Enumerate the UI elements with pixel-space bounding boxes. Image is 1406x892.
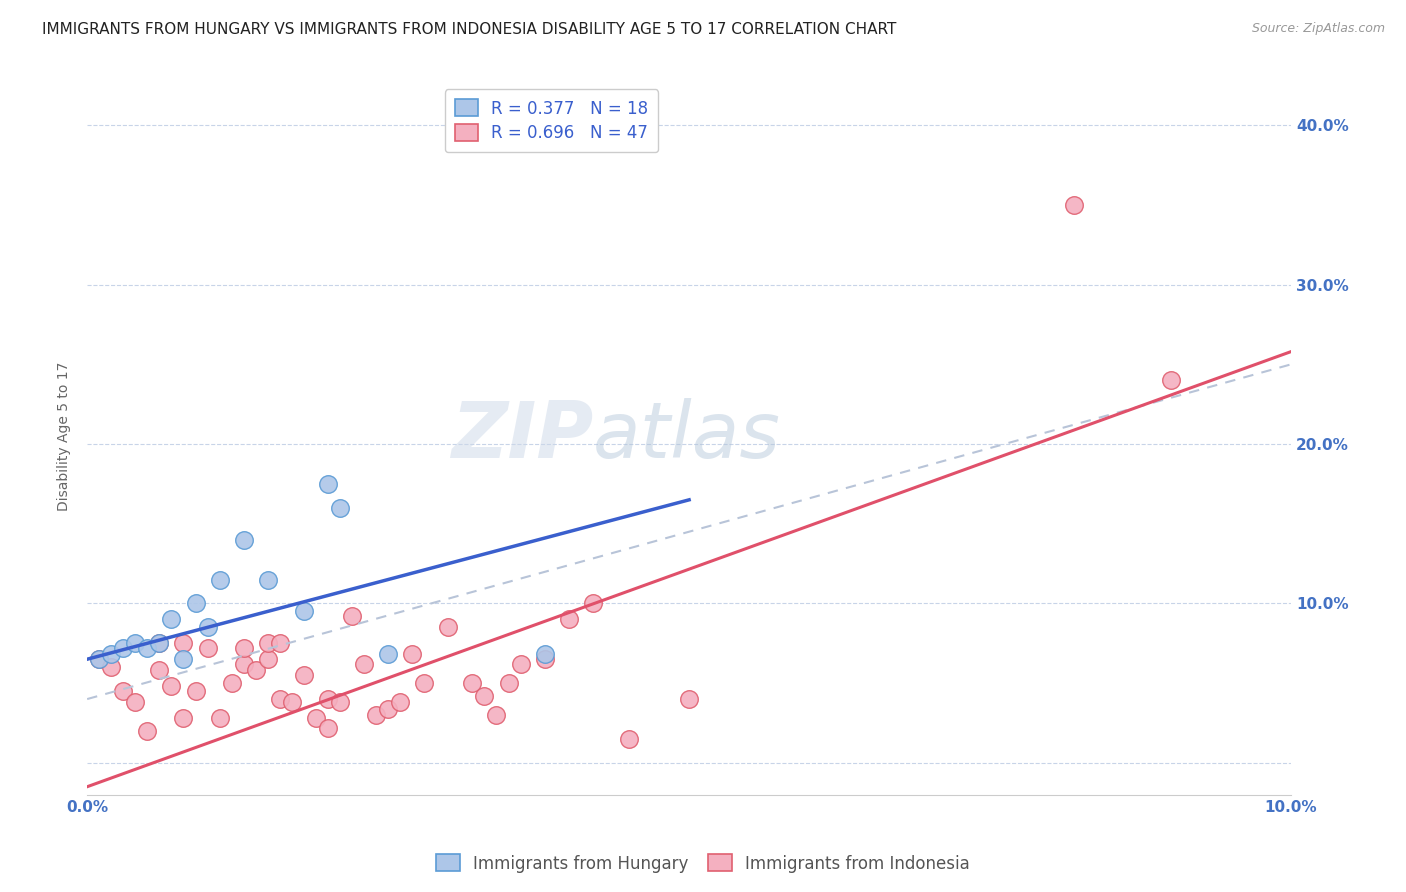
Point <box>329 500 352 515</box>
Point <box>305 711 328 725</box>
Text: IMMIGRANTS FROM HUNGARY VS IMMIGRANTS FROM INDONESIA DISABILITY AGE 5 TO 17 CORR: IMMIGRANTS FROM HUNGARY VS IMMIGRANTS FR… <box>42 22 897 37</box>
Point <box>136 723 159 738</box>
Point <box>678 692 700 706</box>
Legend: R = 0.377   N = 18, R = 0.696   N = 47: R = 0.377 N = 18, R = 0.696 N = 47 <box>444 89 658 153</box>
Point <box>232 641 254 656</box>
Point <box>557 612 579 626</box>
Point <box>172 652 194 666</box>
Point <box>100 660 122 674</box>
Point <box>112 684 135 698</box>
Point <box>160 679 183 693</box>
Point <box>197 620 219 634</box>
Point <box>329 695 352 709</box>
Point <box>1063 198 1085 212</box>
Point <box>316 692 339 706</box>
Text: Source: ZipAtlas.com: Source: ZipAtlas.com <box>1251 22 1385 36</box>
Point <box>100 648 122 662</box>
Point <box>281 695 304 709</box>
Point <box>208 573 231 587</box>
Point <box>89 652 111 666</box>
Point <box>112 641 135 656</box>
Point <box>232 657 254 671</box>
Point <box>148 664 170 678</box>
Point <box>474 689 496 703</box>
Point <box>172 711 194 725</box>
Point <box>184 596 207 610</box>
Point <box>89 652 111 666</box>
Point <box>124 636 146 650</box>
Point <box>461 676 484 690</box>
Point <box>364 708 387 723</box>
Legend: Immigrants from Hungary, Immigrants from Indonesia: Immigrants from Hungary, Immigrants from… <box>430 847 976 880</box>
Point <box>413 676 436 690</box>
Point <box>340 609 363 624</box>
Point <box>292 604 315 618</box>
Point <box>316 721 339 735</box>
Point <box>184 684 207 698</box>
Point <box>353 657 375 671</box>
Point <box>232 533 254 547</box>
Point <box>533 648 555 662</box>
Point <box>377 701 399 715</box>
Point <box>582 596 605 610</box>
Point <box>617 731 640 746</box>
Point <box>485 708 508 723</box>
Point <box>208 711 231 725</box>
Point <box>269 636 291 650</box>
Point <box>533 652 555 666</box>
Point <box>136 641 159 656</box>
Point <box>124 695 146 709</box>
Point <box>160 612 183 626</box>
Point <box>1160 373 1182 387</box>
Y-axis label: Disability Age 5 to 17: Disability Age 5 to 17 <box>58 361 72 511</box>
Point <box>509 657 531 671</box>
Point <box>172 636 194 650</box>
Point <box>256 636 278 650</box>
Point <box>245 664 267 678</box>
Point <box>389 695 412 709</box>
Point <box>316 476 339 491</box>
Point <box>437 620 460 634</box>
Point <box>498 676 520 690</box>
Point <box>197 641 219 656</box>
Point <box>148 636 170 650</box>
Point <box>148 636 170 650</box>
Point <box>256 652 278 666</box>
Point <box>377 648 399 662</box>
Point <box>292 668 315 682</box>
Point <box>256 573 278 587</box>
Text: atlas: atlas <box>593 398 780 474</box>
Point <box>401 648 423 662</box>
Text: ZIP: ZIP <box>450 398 593 474</box>
Point <box>269 692 291 706</box>
Point <box>221 676 243 690</box>
